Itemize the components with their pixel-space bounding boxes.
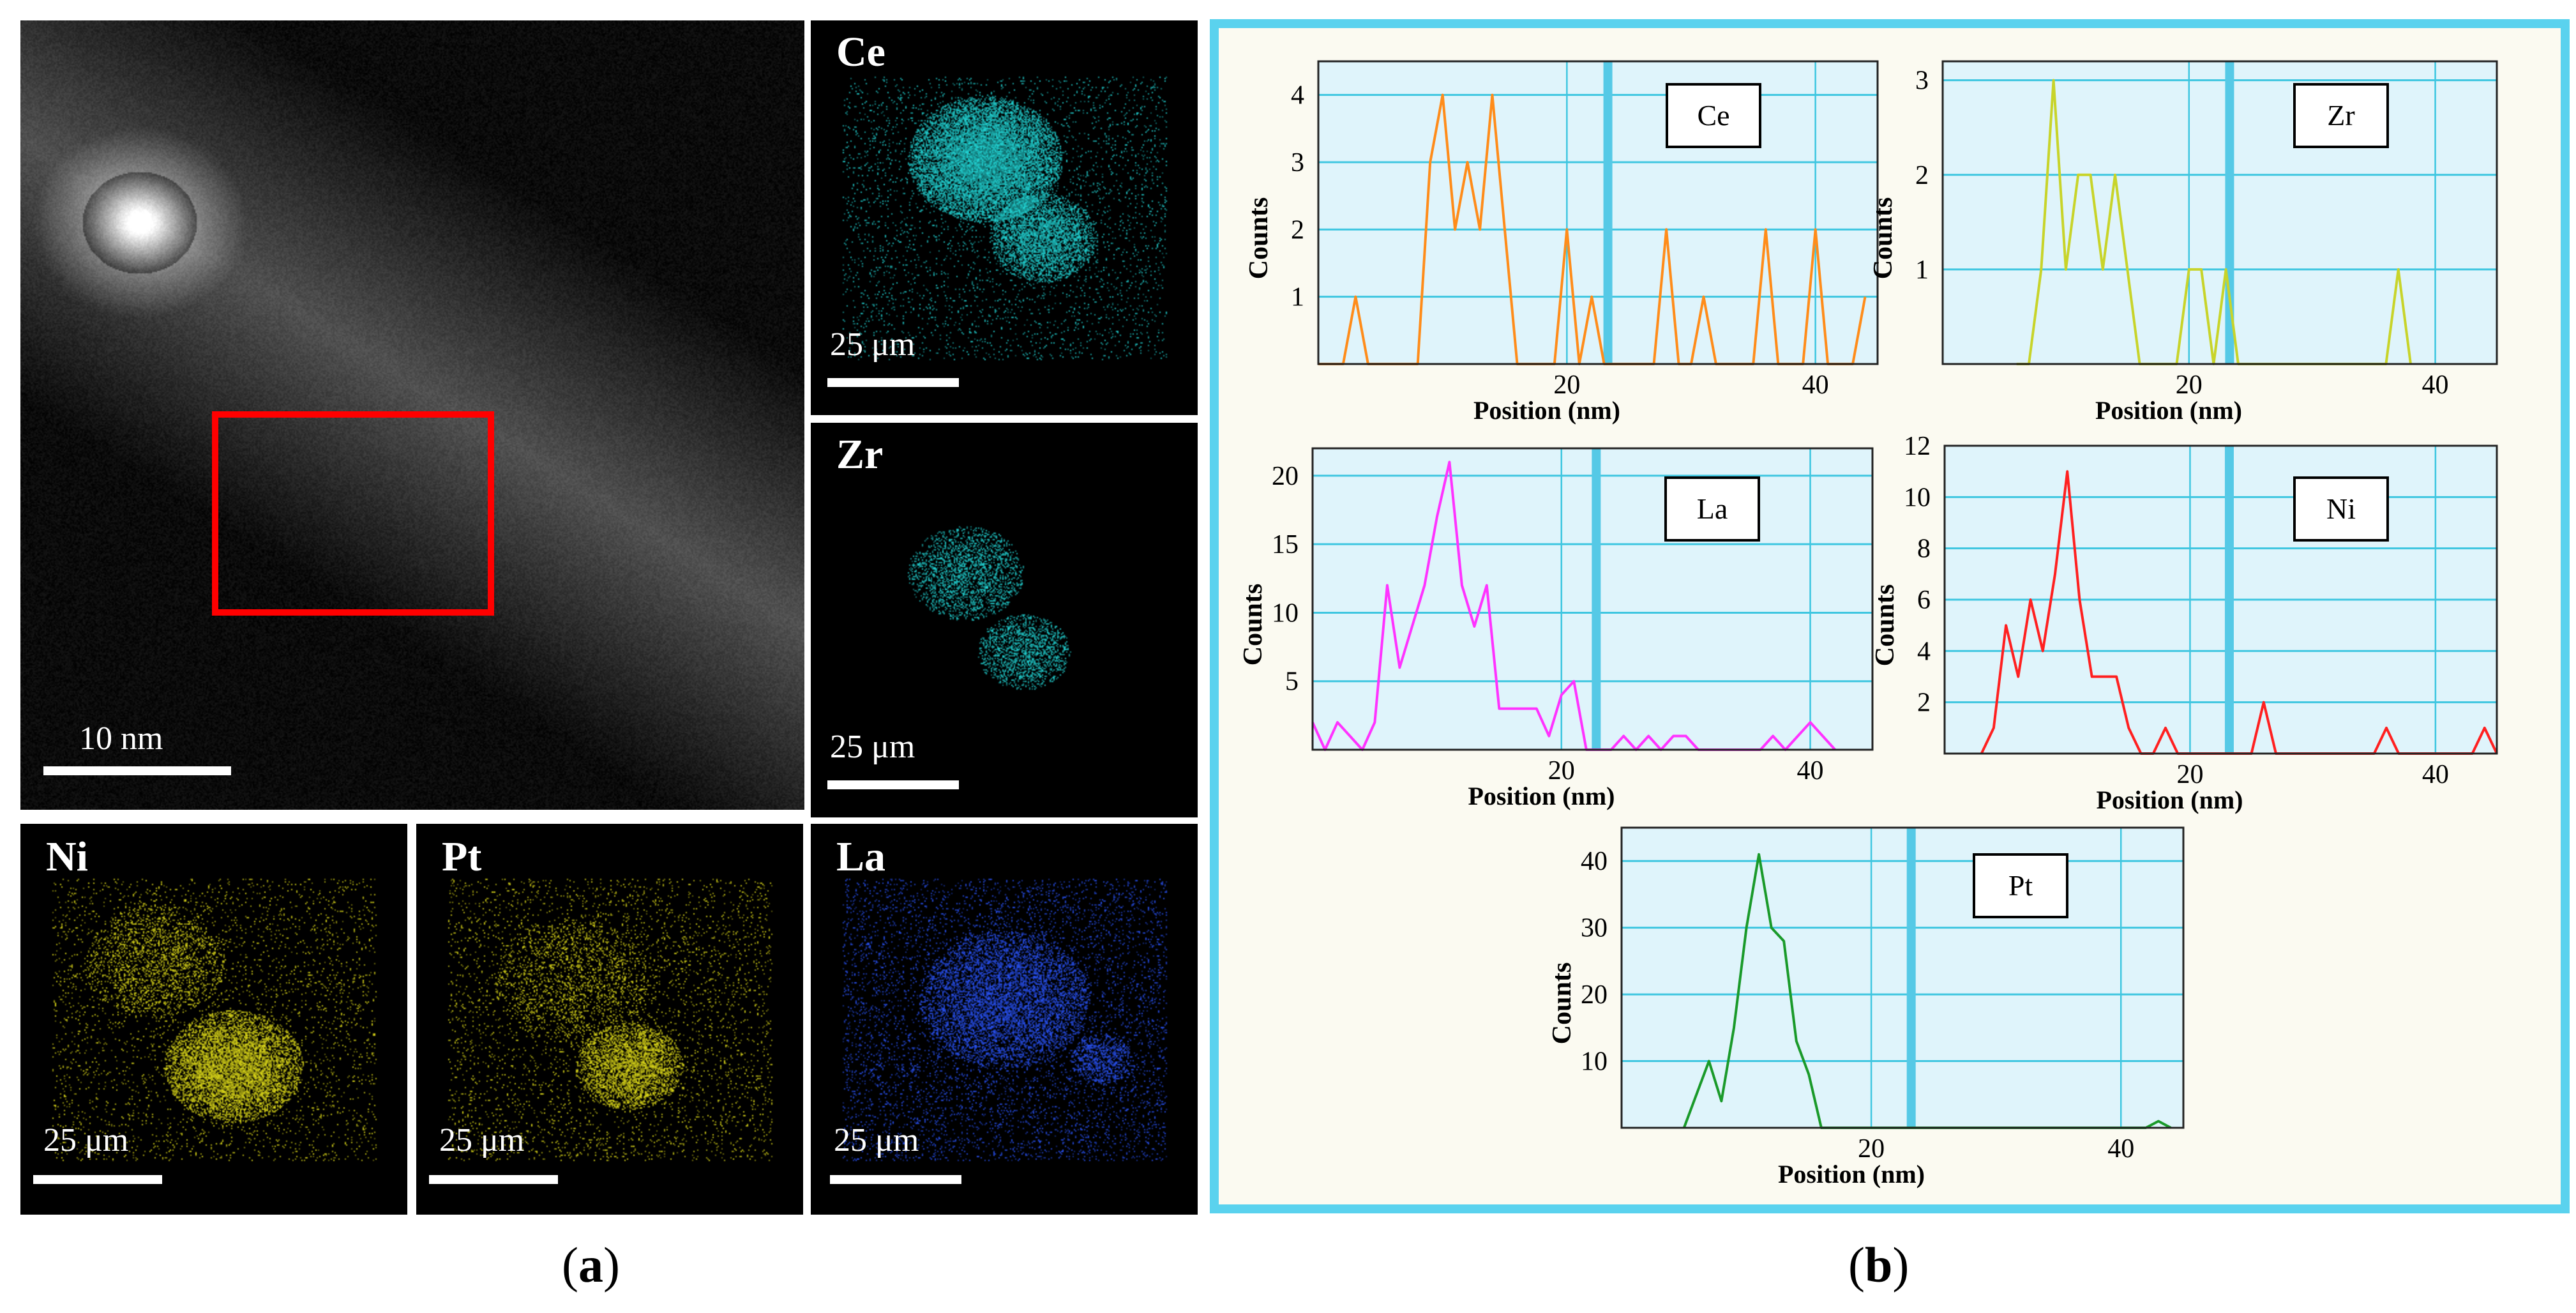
scale-bar-label: 25 μm <box>43 1122 129 1158</box>
scale-bar-label: 25 μm <box>834 1122 919 1158</box>
x-tick-label: 20 <box>2176 760 2203 789</box>
x-tick-label: 40 <box>1797 756 1824 786</box>
ce-map-panel: Ce 25 μm <box>811 20 1198 415</box>
y-tick-label: 3 <box>1915 66 1929 96</box>
y-tick-label: 4 <box>1917 637 1931 666</box>
x-tick-label: 20 <box>1553 370 1580 400</box>
x-axis-label: Position (nm) <box>1778 1160 1925 1188</box>
chart-la: 5 10 15 20 20 40 Position (nm) Counts La <box>1239 447 1874 810</box>
series-line-ce <box>1318 93 1867 365</box>
element-label-ce: Ce <box>836 29 885 75</box>
y-tick-label: 10 <box>1904 483 1931 512</box>
zr-map-panel: Zr 25 μm <box>811 423 1198 817</box>
legend-label: Zr <box>2327 99 2354 132</box>
y-tick-label: 15 <box>1272 530 1299 559</box>
scale-bar <box>33 1175 162 1184</box>
y-tick-label: 30 <box>1581 914 1608 943</box>
x-axis-label: Position (nm) <box>1473 396 1620 425</box>
legend-label: La <box>1697 492 1728 525</box>
y-axis-label: Counts <box>1871 584 1900 666</box>
x-tick-label: 40 <box>1802 370 1829 400</box>
legend-label: Ni <box>2326 492 2356 525</box>
y-tick-label: 8 <box>1917 535 1931 564</box>
y-tick-label: 4 <box>1291 81 1304 110</box>
y-axis-label: Counts <box>1869 197 1898 279</box>
scale-bar-label: 25 μm <box>439 1122 525 1158</box>
legend-label: Ce <box>1697 99 1729 132</box>
chart-zr: 1 2 3 20 40 Position (nm) Counts Zr <box>1869 60 2498 425</box>
y-tick-label: 2 <box>1917 688 1931 718</box>
haadf-stem-image: 10 nm <box>20 20 804 810</box>
scale-bar <box>43 766 231 775</box>
scale-bar-label: 25 μm <box>830 326 915 363</box>
y-tick-label: 2 <box>1915 161 1929 190</box>
plot-area <box>1622 828 2183 1128</box>
scale-bar-label: 10 nm <box>79 720 163 757</box>
plot-frame <box>1943 444 2498 755</box>
scale-bar <box>827 378 959 387</box>
x-tick-label: 40 <box>2107 1134 2134 1164</box>
y-tick-label: 2 <box>1291 215 1304 245</box>
x-axis-label: Position (nm) <box>2097 786 2243 814</box>
element-label-ni: Ni <box>46 833 88 880</box>
la-map-panel: La 25 μm <box>811 824 1198 1215</box>
plot-frame <box>1941 60 2498 365</box>
x-tick-label: 40 <box>2422 760 2449 789</box>
chart-ce: 1 2 3 4 20 40 Position (nm) Counts Ce <box>1244 60 1879 425</box>
y-tick-label: 10 <box>1272 598 1299 628</box>
plot-frame <box>1620 826 2185 1129</box>
chart-ni: 2 4 6 8 10 12 20 40 Position (nm) Counts Ni <box>1871 432 2498 814</box>
legend-box <box>2293 476 2389 542</box>
scale-bar-label: 25 μm <box>830 729 915 765</box>
caption-a: (a) <box>562 1237 620 1293</box>
x-tick-label: 20 <box>2176 370 2203 400</box>
legend-box <box>2293 83 2389 148</box>
panel-b-line-profiles: 1 2 3 4 20 40 Position (nm) Counts Ce 1 2 3 20 40 Posi… <box>1210 19 2570 1213</box>
region-of-interest-box <box>212 411 494 616</box>
legend-box <box>1664 476 1760 542</box>
y-tick-label: 10 <box>1581 1047 1608 1077</box>
x-axis-label: Position (nm) <box>1468 782 1615 810</box>
x-axis-label: Position (nm) <box>2095 396 2242 425</box>
plot-frame <box>1311 447 1874 751</box>
plot-frame <box>1317 60 1879 365</box>
y-tick-label: 12 <box>1904 432 1931 461</box>
y-tick-label: 5 <box>1285 667 1299 697</box>
element-label-pt: Pt <box>442 833 482 880</box>
legend-label: Pt <box>2008 869 2033 902</box>
legend-box <box>1973 853 2068 918</box>
y-tick-label: 20 <box>1581 980 1608 1010</box>
y-axis-label: Counts <box>1244 197 1274 279</box>
legend-box <box>1666 83 1761 148</box>
x-tick-label: 20 <box>1548 756 1575 786</box>
chart-pt: 10 20 30 40 20 40 Position (nm) Counts Pt <box>1548 826 2185 1188</box>
y-tick-label: 1 <box>1291 283 1304 312</box>
plot-area <box>1318 61 1878 364</box>
y-tick-label: 3 <box>1291 148 1304 178</box>
y-tick-label: 6 <box>1917 586 1931 615</box>
x-tick-label: 40 <box>2422 370 2449 400</box>
ni-map-panel: Ni 25 μm <box>20 824 407 1215</box>
y-axis-label: Counts <box>1548 962 1577 1044</box>
scale-bar <box>827 780 959 789</box>
x-tick-label: 20 <box>1858 1134 1885 1164</box>
element-label-la: La <box>836 833 886 880</box>
y-tick-label: 1 <box>1915 255 1929 285</box>
y-tick-label: 40 <box>1581 847 1608 876</box>
scale-bar <box>830 1175 961 1184</box>
y-tick-label: 20 <box>1272 462 1299 491</box>
caption-b: (b) <box>1848 1237 1909 1293</box>
scale-bar <box>429 1175 558 1184</box>
element-label-zr: Zr <box>836 431 884 478</box>
pt-map-panel: Pt 25 μm <box>416 824 803 1215</box>
y-axis-label: Counts <box>1239 584 1268 665</box>
